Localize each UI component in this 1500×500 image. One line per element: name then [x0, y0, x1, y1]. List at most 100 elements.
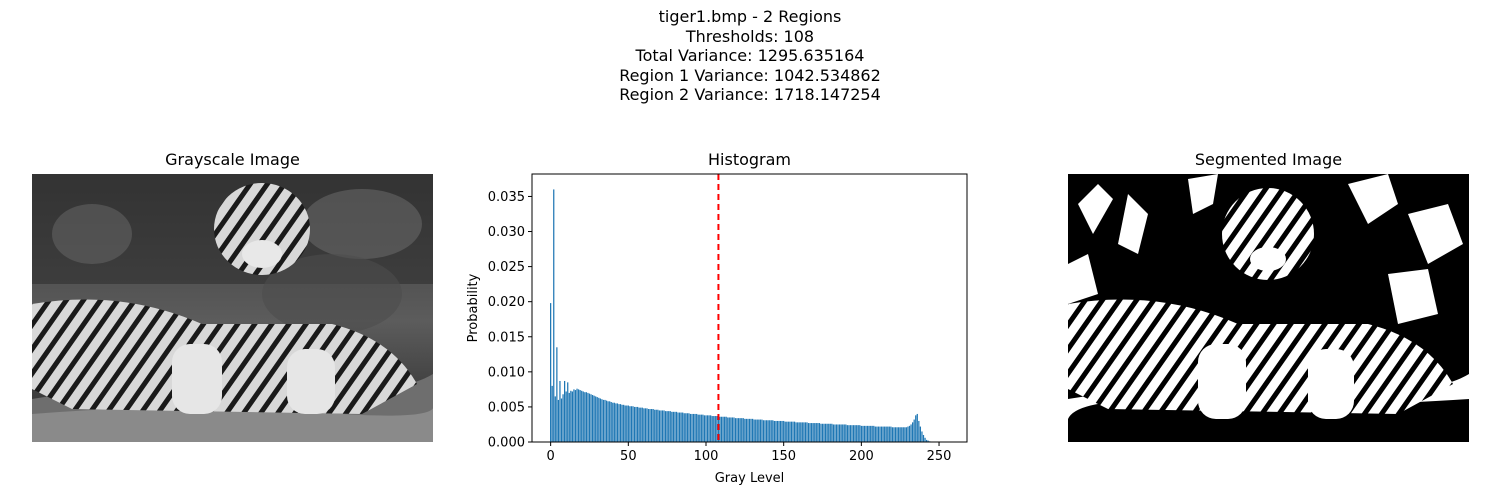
histogram-bar: [680, 412, 682, 442]
histogram-bar: [638, 407, 640, 442]
histogram-bar: [778, 420, 780, 442]
histogram-bar: [612, 402, 614, 442]
histogram-bar: [919, 426, 922, 442]
histogram-bar: [624, 405, 626, 442]
histogram-bar: [644, 408, 647, 442]
histogram-bar: [871, 425, 873, 442]
y-tick-label: 0.010: [488, 365, 525, 380]
y-tick-label: 0.000: [488, 436, 525, 451]
histogram-bar: [669, 411, 671, 442]
grayscale-image: [32, 174, 433, 442]
histogram-bar: [635, 406, 637, 442]
histogram-bar: [696, 413, 698, 442]
histogram-bar: [759, 419, 761, 442]
histogram-bar: [621, 404, 623, 442]
histogram-bar: [602, 399, 605, 442]
histogram-bar: [901, 427, 903, 442]
histogram-bar: [814, 423, 816, 442]
histogram-bar: [686, 413, 688, 442]
histogram-bar: [689, 413, 692, 442]
histogram-bar: [793, 421, 796, 442]
histogram-bar: [728, 417, 730, 442]
histogram-bar: [893, 427, 895, 442]
histogram-bar: [753, 419, 755, 442]
histogram-bar: [764, 420, 766, 442]
histogram-bar: [557, 399, 560, 442]
x-tick-label: 0: [547, 449, 555, 464]
x-axis-ticks: 0 50 100 150 200 250: [547, 442, 951, 464]
histogram-bar: [767, 420, 769, 442]
histogram-bar: [567, 382, 569, 442]
histogram-bar: [845, 424, 847, 442]
histogram-bar: [564, 380, 566, 442]
histogram-panel-title: Histogram: [708, 150, 791, 169]
histogram-bar: [809, 423, 811, 442]
histogram-bar: [651, 409, 653, 442]
histogram-bar: [570, 390, 572, 442]
histogram-bar: [725, 416, 727, 442]
histogram-bar: [823, 423, 825, 442]
histogram-bar: [727, 417, 729, 442]
histogram-bar: [657, 409, 659, 442]
histogram-bar: [884, 426, 886, 442]
histogram-bar: [815, 423, 817, 442]
histogram-bar: [912, 422, 914, 442]
histogram-bar: [915, 415, 917, 442]
histogram-bar: [856, 425, 858, 442]
histogram-bar: [877, 426, 880, 442]
histogram-bar: [888, 426, 890, 442]
histogram-bar: [784, 421, 786, 442]
histogram-bar: [762, 420, 765, 442]
histogram-bar: [789, 421, 791, 442]
histogram-bar: [803, 422, 805, 442]
y-tick-label: 0.025: [488, 260, 525, 275]
suptitle-line: Region 1 Variance: 1042.534862: [619, 65, 881, 85]
segmented-image: [1068, 174, 1469, 442]
histogram-bar: [666, 411, 668, 442]
histogram-bar: [663, 410, 665, 442]
histogram-bar: [755, 419, 757, 442]
histogram-bar: [678, 412, 681, 442]
histogram-bar: [674, 411, 676, 442]
histogram-bar: [716, 416, 718, 442]
histogram-bar: [902, 427, 904, 442]
histogram-bar: [640, 407, 642, 442]
histogram-bar: [643, 408, 645, 442]
histogram-bar: [598, 397, 600, 442]
histogram-bar: [738, 418, 740, 442]
x-axis-label: Gray Level: [715, 471, 785, 486]
histogram-bar: [787, 421, 789, 442]
histogram-bar: [590, 394, 592, 442]
histogram-bar: [652, 409, 654, 442]
histogram-bar: [601, 399, 603, 442]
histogram-bar: [924, 437, 926, 442]
histogram-bar: [829, 423, 831, 442]
histogram-bar: [591, 394, 594, 442]
histogram-bar: [848, 425, 850, 442]
histogram-bar: [859, 425, 861, 442]
histogram-bar: [706, 415, 709, 442]
y-tick-label: 0.020: [488, 295, 525, 310]
histogram-bar: [579, 390, 581, 442]
histogram-bar: [868, 425, 870, 442]
histogram-bar: [751, 418, 754, 442]
histogram-bar: [922, 434, 925, 442]
histogram-bar: [779, 420, 782, 442]
histogram-bar: [677, 412, 679, 442]
histogram-bar: [584, 392, 586, 442]
histogram-bar: [574, 390, 577, 442]
histogram-bar: [613, 402, 615, 442]
histogram-bar: [658, 410, 661, 442]
histogram-bar: [835, 424, 838, 442]
histogram-bar: [797, 422, 799, 442]
histogram-bar: [582, 391, 584, 442]
plot-frame: [531, 173, 968, 443]
histogram-bar: [828, 423, 830, 442]
histogram-bar: [811, 423, 813, 442]
suptitle-line: Total Variance: 1295.635164: [635, 46, 865, 65]
histogram-bar: [851, 425, 853, 442]
histogram-bar: [874, 426, 876, 442]
histogram-bar: [683, 413, 685, 442]
histogram-bar: [773, 420, 775, 442]
histogram-bar: [761, 419, 763, 442]
